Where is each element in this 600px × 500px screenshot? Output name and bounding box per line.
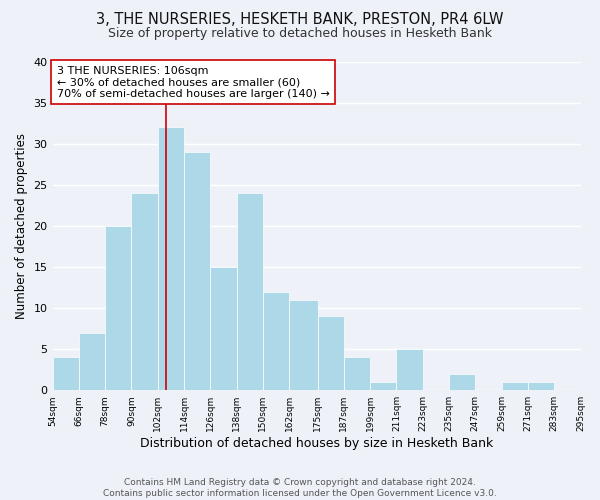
Text: Size of property relative to detached houses in Hesketh Bank: Size of property relative to detached ho… [108,28,492,40]
Bar [397,349,423,390]
Bar [79,332,105,390]
Text: Contains HM Land Registry data © Crown copyright and database right 2024.
Contai: Contains HM Land Registry data © Crown c… [103,478,497,498]
Bar [263,292,289,390]
Bar [53,358,79,390]
X-axis label: Distribution of detached houses by size in Hesketh Bank: Distribution of detached houses by size … [140,437,493,450]
Bar [344,358,370,390]
Text: 3 THE NURSERIES: 106sqm
← 30% of detached houses are smaller (60)
70% of semi-de: 3 THE NURSERIES: 106sqm ← 30% of detache… [57,66,330,99]
Bar [131,193,158,390]
Y-axis label: Number of detached properties: Number of detached properties [15,133,28,319]
Bar [184,152,210,390]
Bar [210,267,236,390]
Bar [289,300,317,390]
Bar [158,127,184,390]
Bar [449,374,475,390]
Bar [502,382,528,390]
Bar [105,226,131,390]
Text: 3, THE NURSERIES, HESKETH BANK, PRESTON, PR4 6LW: 3, THE NURSERIES, HESKETH BANK, PRESTON,… [96,12,504,28]
Bar [370,382,397,390]
Bar [528,382,554,390]
Bar [236,193,263,390]
Bar [317,316,344,390]
